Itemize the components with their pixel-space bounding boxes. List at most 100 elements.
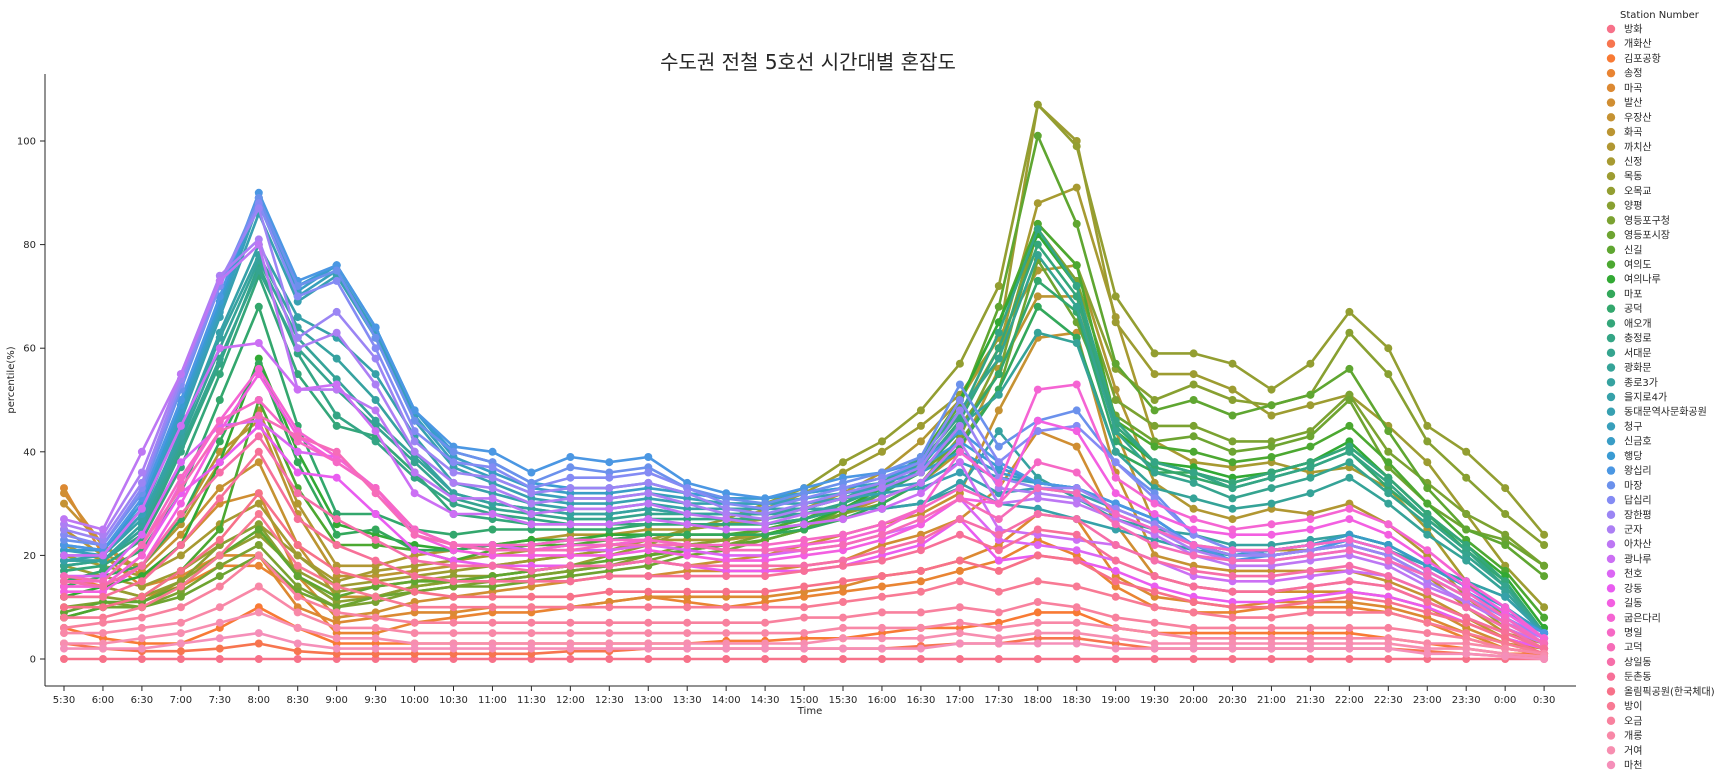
legend-label: 군자: [1624, 524, 1642, 536]
data-point: [722, 587, 731, 596]
data-point: [1501, 541, 1510, 549]
data-point: [410, 468, 419, 477]
y-tick-label: 0: [30, 655, 36, 666]
data-point: [449, 603, 458, 612]
data-point: [371, 623, 380, 632]
legend-label: 상일동: [1624, 656, 1652, 668]
data-point: [1306, 515, 1315, 524]
data-point: [644, 468, 653, 477]
data-point: [371, 566, 380, 575]
data-point: [99, 525, 107, 534]
y-tick-label: 60: [23, 344, 36, 355]
data-point: [254, 432, 263, 441]
data-point: [994, 427, 1003, 436]
data-point: [683, 520, 692, 529]
legend-label: 신금호: [1624, 436, 1652, 448]
data-point: [488, 592, 497, 601]
data-point: [1540, 655, 1549, 663]
data-point: [1111, 427, 1120, 436]
data-point: [1267, 603, 1276, 612]
data-point: [566, 629, 575, 638]
data-point: [955, 484, 964, 493]
data-point: [371, 437, 380, 446]
data-point: [1189, 541, 1198, 549]
legend-label: 종로3가: [1624, 377, 1658, 389]
data-point: [1384, 458, 1393, 467]
data-point: [916, 577, 925, 586]
data-point: [332, 276, 341, 285]
data-point: [722, 546, 731, 555]
data-point: [916, 634, 925, 643]
data-point: [955, 618, 964, 627]
data-point: [644, 499, 653, 508]
data-point: [449, 494, 458, 503]
series-17: [60, 219, 1549, 622]
legend-label: 목동: [1624, 171, 1642, 183]
data-point: [800, 566, 809, 575]
data-point: [137, 655, 146, 663]
data-point: [332, 530, 341, 539]
data-point: [293, 458, 302, 467]
data-point: [1033, 302, 1042, 311]
legend-item: 명일: [1606, 627, 1642, 639]
data-point: [994, 442, 1003, 451]
data-point: [371, 370, 380, 379]
data-point: [254, 411, 263, 420]
data-point: [1111, 613, 1120, 622]
data-point: [1423, 556, 1432, 565]
data-point: [176, 629, 185, 638]
data-point: [1228, 396, 1237, 404]
data-point: [605, 603, 614, 612]
data-point: [371, 380, 380, 389]
data-point: [1189, 432, 1198, 441]
data-point: [800, 510, 809, 518]
legend-item: 김포공항: [1606, 53, 1661, 65]
data-point: [449, 530, 458, 539]
data-point: [449, 577, 458, 586]
data-point: [761, 525, 770, 534]
data-point: [176, 458, 185, 467]
data-point: [722, 655, 731, 663]
data-point: [605, 572, 614, 581]
data-point: [254, 339, 263, 347]
data-point: [644, 453, 653, 461]
data-point: [1111, 396, 1120, 404]
legend-item: 우장산: [1606, 112, 1652, 124]
data-point: [761, 603, 770, 612]
data-point: [1111, 644, 1120, 653]
data-point: [488, 603, 497, 612]
legend: Station Number 방화개화산김포공항송정마곡발산우장산화곡까치산신정…: [1606, 10, 1715, 772]
data-point: [800, 582, 809, 591]
data-point: [1306, 541, 1315, 549]
data-point: [566, 655, 575, 663]
data-point: [722, 525, 731, 534]
legend-item: 화곡: [1606, 127, 1642, 139]
data-point: [1345, 546, 1354, 555]
data-point: [994, 499, 1003, 508]
series-43: [60, 411, 1549, 648]
data-point: [1267, 644, 1276, 653]
data-point: [955, 380, 964, 389]
data-point: [1150, 510, 1159, 518]
data-point: [1189, 447, 1198, 456]
data-point: [1150, 458, 1159, 467]
legend-label: 거여: [1624, 745, 1642, 757]
data-point: [994, 458, 1003, 467]
data-point: [488, 629, 497, 638]
data-point: [1228, 515, 1237, 524]
data-point: [1423, 437, 1432, 446]
data-point: [1150, 499, 1159, 508]
data-point: [1462, 577, 1471, 586]
data-point: [1189, 421, 1198, 430]
legend-label: 방화: [1624, 24, 1642, 36]
data-point: [1072, 582, 1081, 591]
data-point: [1111, 489, 1120, 498]
data-point: [215, 437, 224, 446]
data-point: [916, 515, 925, 524]
data-point: [1189, 655, 1198, 663]
y-tick-label: 20: [23, 551, 36, 562]
data-point: [410, 644, 419, 653]
data-point: [1423, 608, 1432, 617]
data-point: [1501, 484, 1510, 493]
data-point: [176, 370, 185, 379]
